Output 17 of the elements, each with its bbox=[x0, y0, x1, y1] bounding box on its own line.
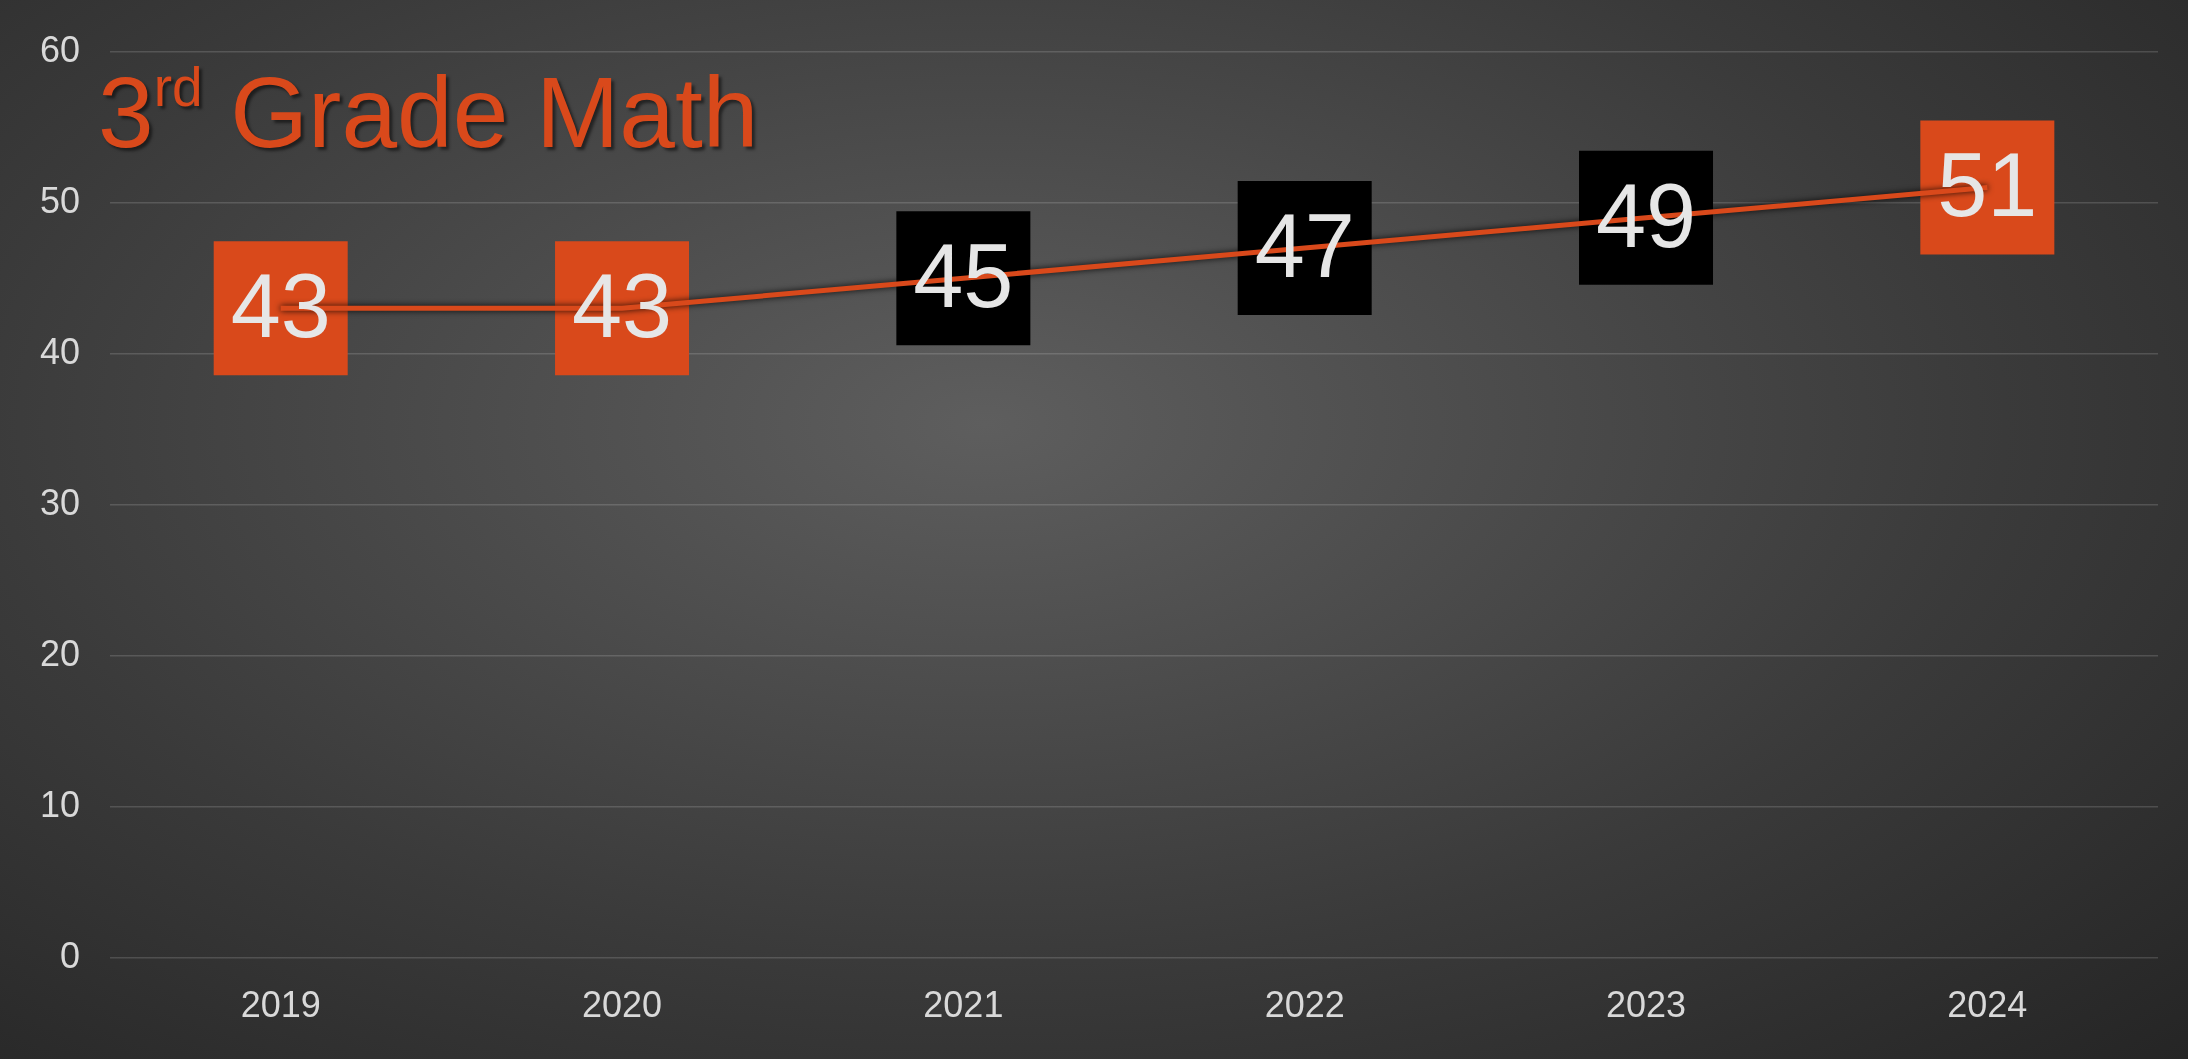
data-label: 51 bbox=[1937, 135, 2038, 236]
x-tick-label: 2022 bbox=[1264, 984, 1345, 1026]
x-tick-label: 2019 bbox=[240, 984, 321, 1026]
y-tick-label: 0 bbox=[60, 934, 81, 976]
y-tick-label: 40 bbox=[40, 330, 81, 372]
chart-title: 3$^{rd}$ Grade Math bbox=[98, 55, 759, 168]
y-tick-label: 50 bbox=[40, 179, 81, 221]
x-tick-label: 2021 bbox=[923, 984, 1004, 1026]
x-tick-label: 2020 bbox=[581, 984, 663, 1026]
y-tick-label: 60 bbox=[40, 28, 81, 70]
y-tick-label: 20 bbox=[40, 632, 81, 674]
data-label: 43 bbox=[230, 256, 331, 357]
x-tick-label: 2023 bbox=[1605, 984, 1687, 1026]
y-tick-label: 10 bbox=[40, 783, 81, 825]
y-tick-label: 30 bbox=[40, 481, 81, 523]
x-tick-label: 2024 bbox=[1947, 984, 2028, 1026]
data-label: 43 bbox=[571, 256, 673, 357]
